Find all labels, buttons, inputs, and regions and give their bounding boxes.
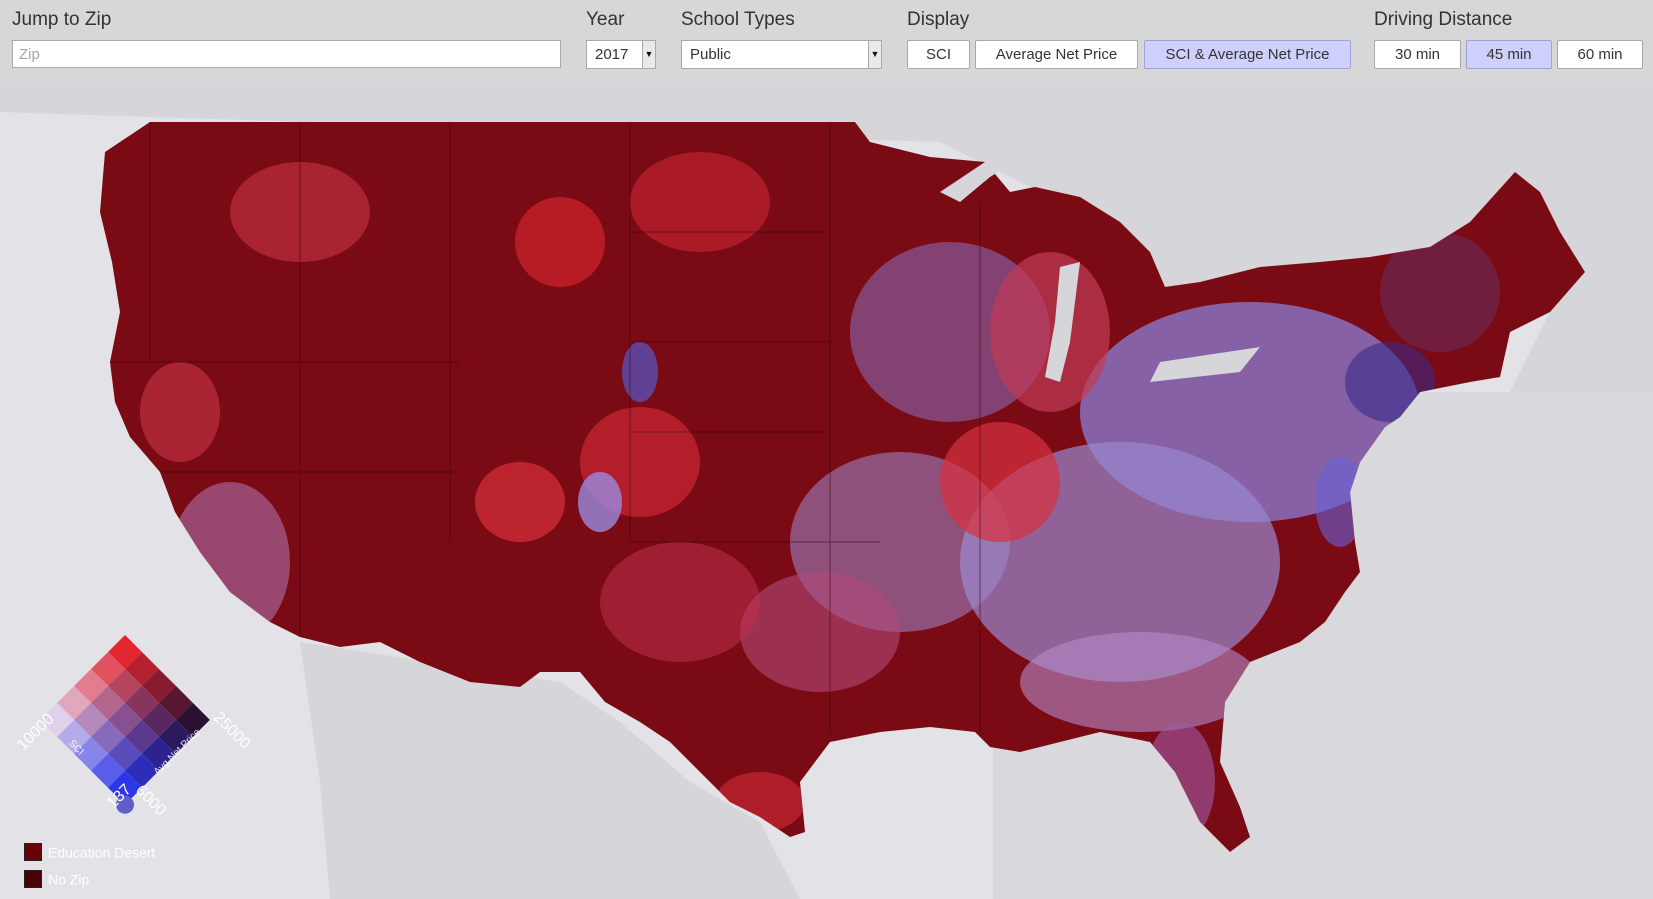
legend-cell xyxy=(175,702,210,737)
zip-group: Jump to Zip xyxy=(12,6,111,34)
toolbar: Jump to Zip Year 2017 ▼ School Types Pub… xyxy=(0,0,1653,82)
legend-cell xyxy=(141,702,176,737)
lake-michigan xyxy=(1045,262,1080,382)
distance-30-button[interactable]: 30 min xyxy=(1374,40,1461,69)
display-sci-and-price-button[interactable]: SCI & Average Net Price xyxy=(1144,40,1351,69)
map-canvas[interactable] xyxy=(0,82,1653,899)
zip-label: Jump to Zip xyxy=(12,9,112,30)
mexico-landmass xyxy=(300,642,800,899)
legend-cell xyxy=(125,651,159,686)
school-types-label: School Types xyxy=(681,9,795,30)
year-select-value: 2017 xyxy=(595,46,629,63)
school-types-group: School Types xyxy=(681,6,795,34)
distance-60-button[interactable]: 60 min xyxy=(1557,40,1643,69)
distance-45-button[interactable]: 45 min xyxy=(1466,40,1552,69)
canada-landmass xyxy=(0,82,1653,392)
bivariate-legend xyxy=(40,635,210,814)
driving-distance-label: Driving Distance xyxy=(1374,9,1513,30)
education-desert-swatch xyxy=(24,843,42,862)
legend-no-zip: No Zip xyxy=(24,870,89,890)
chevron-down-icon: ▼ xyxy=(868,41,881,68)
year-select[interactable]: 2017 ▼ xyxy=(586,40,656,69)
legend-cell xyxy=(40,702,75,737)
school-types-select[interactable]: Public ▼ xyxy=(681,40,882,69)
legend-cell xyxy=(125,753,159,788)
no-zip-swatch xyxy=(24,870,42,889)
display-label: Display xyxy=(907,9,970,30)
display-avg-net-price-button[interactable]: Average Net Price xyxy=(975,40,1138,69)
driving-distance-group: Driving Distance xyxy=(1374,6,1512,34)
legend-education-desert: Education Desert xyxy=(24,843,155,863)
legend-cell xyxy=(91,651,125,686)
year-label: Year xyxy=(586,9,625,30)
legend-cell xyxy=(108,702,142,737)
year-group: Year xyxy=(586,6,624,34)
legend-cell xyxy=(74,702,109,737)
display-group: Display xyxy=(907,6,969,34)
legend-cell xyxy=(91,753,125,788)
lake-superior xyxy=(940,152,1030,202)
map-svg xyxy=(0,82,1653,899)
school-types-select-value: Public xyxy=(690,46,731,63)
state-borders xyxy=(110,122,981,732)
lake-erie xyxy=(1150,347,1260,382)
chevron-down-icon: ▼ xyxy=(642,41,655,68)
zip-input[interactable] xyxy=(12,40,561,68)
display-sci-button[interactable]: SCI xyxy=(907,40,970,69)
region-overlays xyxy=(140,152,1500,842)
legend-marker[interactable] xyxy=(116,795,134,814)
